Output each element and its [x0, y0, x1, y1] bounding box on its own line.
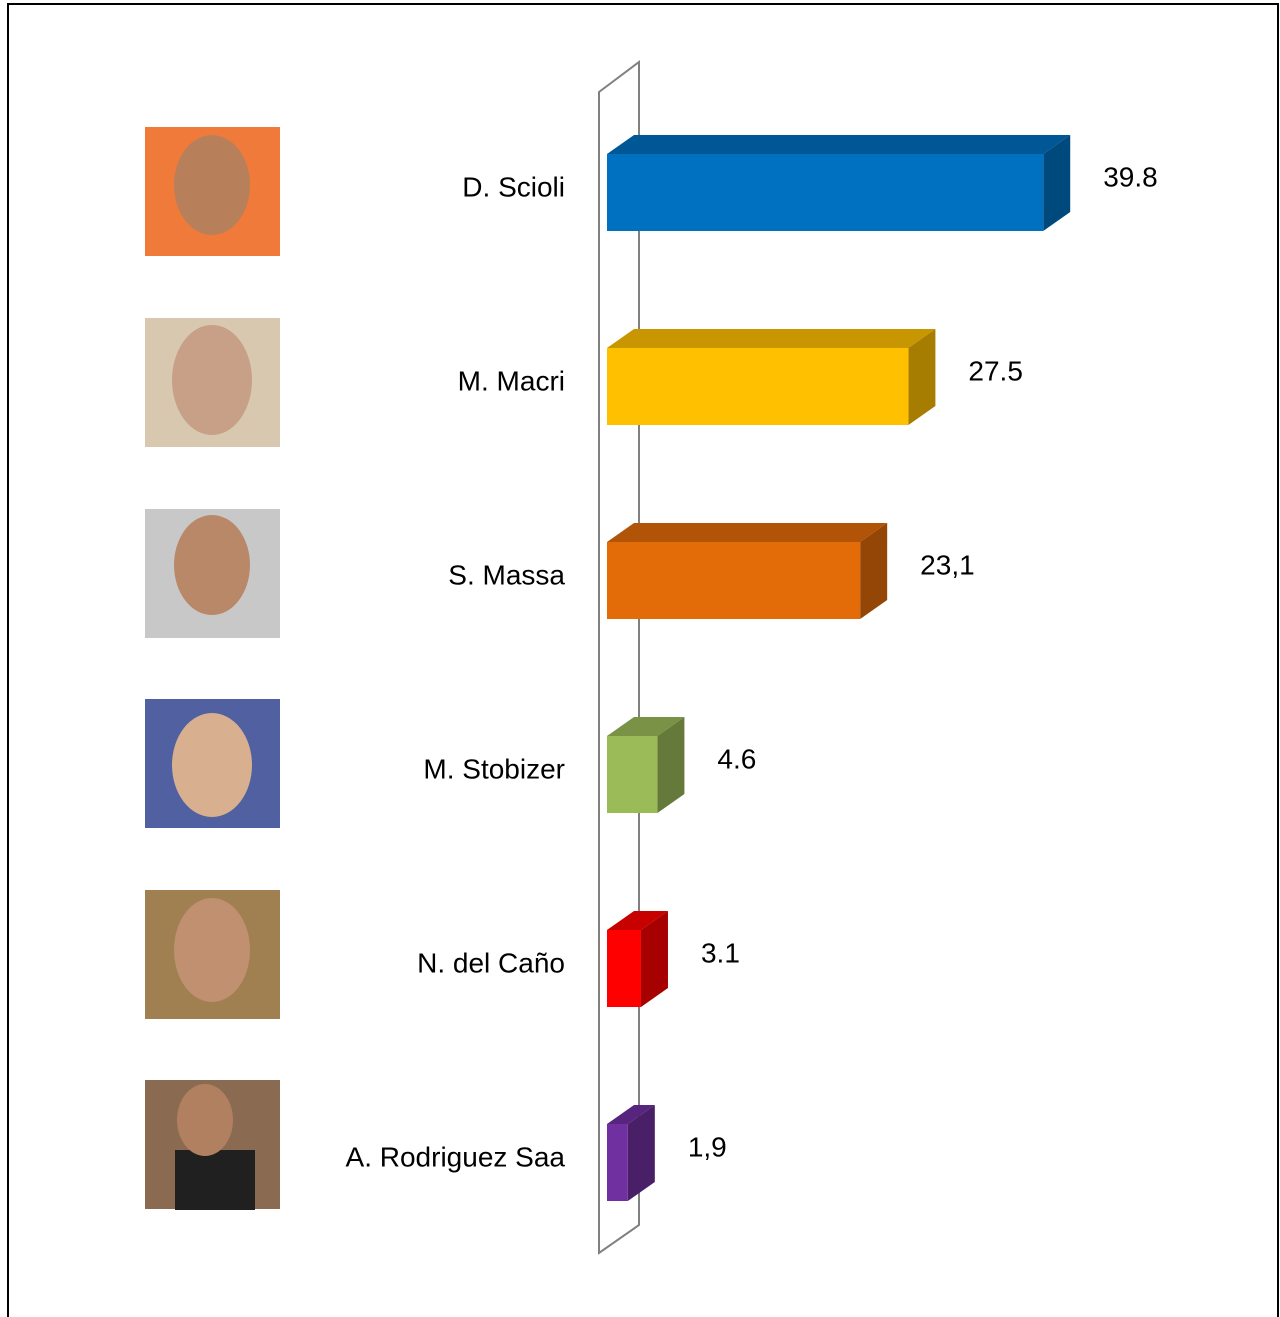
axis-wall	[599, 62, 639, 1253]
data-label: 23,1	[920, 549, 975, 580]
photos	[145, 127, 280, 1210]
chart: 39.8 D. Scioli 27.5 M. Macri 23,1 S. Massa 4.6…	[0, 0, 1280, 1317]
category-label: S. Massa	[448, 559, 565, 590]
photo-face	[174, 135, 250, 235]
category-label: M. Macri	[458, 365, 565, 396]
photo-face	[172, 325, 252, 435]
photo-face	[177, 1084, 233, 1156]
data-label: 3.1	[701, 937, 740, 968]
data-label: 4.6	[717, 743, 756, 774]
photo-face	[174, 515, 250, 615]
category-label: D. Scioli	[462, 171, 565, 202]
photo-body	[175, 1150, 255, 1210]
bar-top	[607, 523, 887, 542]
category-label: A. Rodriguez Saa	[346, 1141, 566, 1172]
bar	[607, 348, 908, 425]
photo-face	[172, 713, 252, 817]
bar	[607, 736, 657, 813]
category-label: N. del Caño	[417, 947, 565, 978]
photo-face	[174, 898, 250, 1002]
bar	[607, 930, 641, 1007]
bar	[607, 1124, 628, 1201]
data-label: 27.5	[968, 355, 1023, 386]
data-label: 1,9	[688, 1131, 727, 1162]
bar-top	[607, 135, 1070, 154]
bar	[607, 154, 1043, 231]
bar	[607, 542, 860, 619]
bar-top	[607, 329, 935, 348]
category-label: M. Stobizer	[423, 753, 565, 784]
page: 39.8 D. Scioli 27.5 M. Macri 23,1 S. Massa 4.6…	[0, 0, 1280, 1317]
data-label: 39.8	[1103, 161, 1158, 192]
